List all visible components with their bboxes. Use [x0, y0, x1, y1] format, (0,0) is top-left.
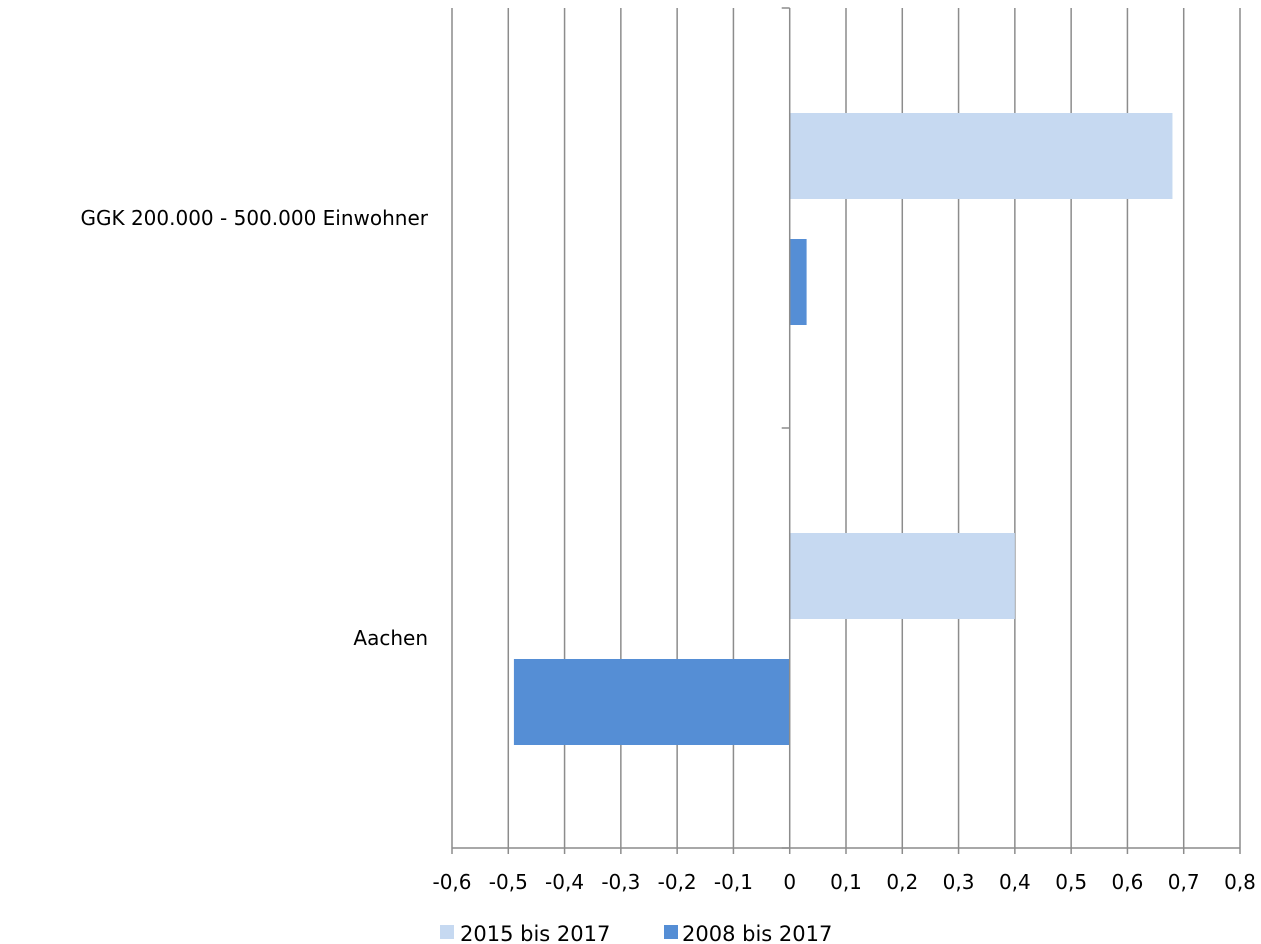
bar-series-2015-2017	[789, 533, 1015, 619]
x-tick-label: 0,7	[1168, 870, 1200, 894]
x-tick-label: 0,1	[830, 870, 862, 894]
x-tick-label: 0,4	[999, 870, 1031, 894]
x-tick-label: -0,1	[714, 870, 753, 894]
x-tick-label: -0,6	[432, 870, 471, 894]
x-tick-label: 0	[783, 870, 796, 894]
x-tick-label: 0,6	[1112, 870, 1144, 894]
legend: 2015 bis 2017 2008 bis 2017	[440, 922, 832, 944]
x-tick-label: -0,3	[601, 870, 640, 894]
x-tick-label: -0,5	[489, 870, 528, 894]
x-tick-label: 0,2	[886, 870, 918, 894]
category-label: GGK 200.000 - 500.000 Einwohner	[80, 206, 428, 230]
x-tick-label: -0,2	[658, 870, 697, 894]
axes	[451, 7, 1241, 854]
x-tick-label: 0,5	[1055, 870, 1087, 894]
bar-series-2008-2017	[513, 659, 790, 745]
bar-series-2015-2017	[789, 113, 1173, 199]
x-tick-label: -0,4	[545, 870, 584, 894]
category-labels: GGK 200.000 - 500.000 Einwohner Aachen	[80, 206, 428, 650]
x-tick-label: 0,3	[943, 870, 975, 894]
legend-swatch	[664, 925, 678, 939]
legend-label: 2008 bis 2017	[682, 922, 832, 944]
x-tick-label: 0,8	[1224, 870, 1256, 894]
bars	[513, 113, 1173, 745]
bar-series-2008-2017	[789, 239, 807, 325]
x-tick-labels: -0,6 -0,5 -0,4 -0,3 -0,2 -0,1 0 0,1 0,2 0,3 0,4 0,5…	[432, 870, 1255, 894]
legend-swatch	[440, 925, 454, 939]
category-label: Aachen	[353, 626, 428, 650]
legend-label: 2015 bis 2017	[460, 922, 610, 944]
